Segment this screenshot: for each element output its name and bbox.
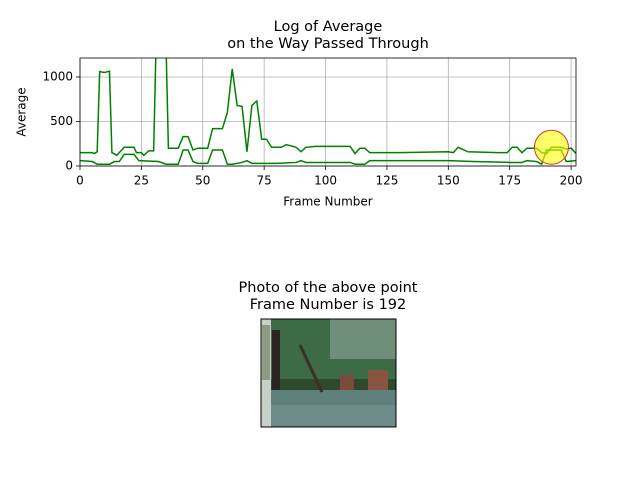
series-line xyxy=(80,58,576,157)
x-tick-label: 175 xyxy=(498,174,521,188)
y-tick-label: 1000 xyxy=(42,69,73,83)
x-tick-label: 125 xyxy=(375,174,398,188)
x-tick-label: 25 xyxy=(134,174,149,188)
x-tick-label: 0 xyxy=(76,174,84,188)
photo xyxy=(260,318,397,428)
y-tick-label: 500 xyxy=(50,114,73,128)
axes-frame xyxy=(79,57,577,167)
x-tick-label: 150 xyxy=(437,174,460,188)
y-axis-label: Average xyxy=(15,87,29,136)
photo-panel: Photo of the above point Frame Number is… xyxy=(238,280,418,428)
y-tick-label: 0 xyxy=(65,159,73,173)
highlight-marker xyxy=(533,129,569,165)
photo-title: Frame Number is 192 xyxy=(250,297,407,313)
x-tick-label: 75 xyxy=(257,174,272,188)
chart-title: Log of Average xyxy=(274,19,383,35)
photo-title: Photo of the above point xyxy=(238,280,417,296)
x-tick-label: 200 xyxy=(560,174,583,188)
x-axis-label: Frame Number xyxy=(283,195,372,209)
series-line xyxy=(80,149,576,166)
plot-area xyxy=(80,58,576,166)
chart-title: on the Way Passed Through xyxy=(227,36,429,52)
x-tick-label: 50 xyxy=(195,174,210,188)
x-tick-label: 100 xyxy=(314,174,337,188)
